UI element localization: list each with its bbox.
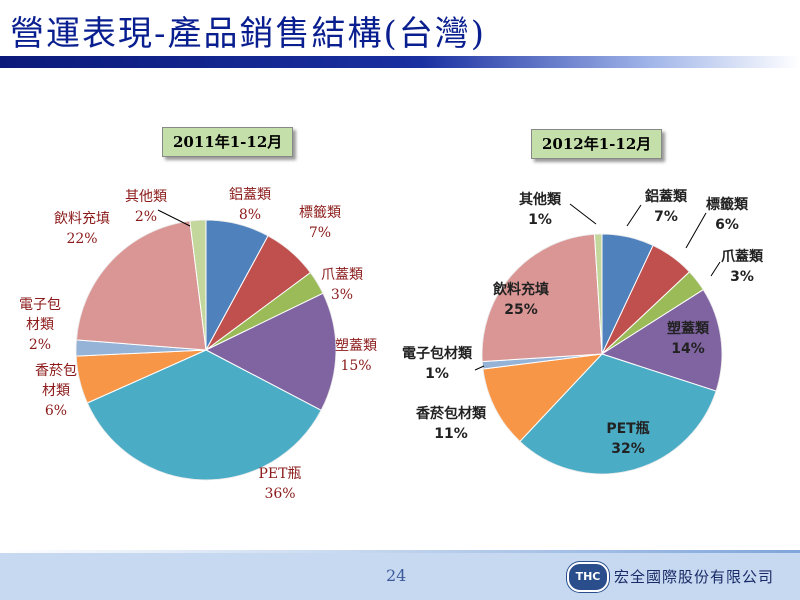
slice-label: 爪蓋類 3% bbox=[321, 267, 363, 303]
chart-title-2012: 2012年1-12月 bbox=[531, 129, 663, 159]
chart-title-2011: 2011年1-12月 bbox=[162, 127, 294, 157]
leader-line bbox=[626, 204, 642, 227]
leader-line bbox=[710, 261, 721, 277]
slice-label: 鋁蓋類 7% bbox=[645, 188, 688, 225]
footer: 24 THC 宏全國際股份有限公司 bbox=[0, 550, 800, 600]
slice-label: 飲料充填 25% bbox=[492, 281, 549, 318]
logo-text: THC bbox=[575, 570, 601, 583]
slice-label: PET瓶 32% bbox=[606, 420, 649, 457]
pie-chart-1: 鋁蓋類 7% 標籤類 6% 爪蓋類 3% 塑蓋類 14% PET瓶 32% 香菸包材類 11% 電子包材… bbox=[402, 188, 764, 475]
leader-line bbox=[474, 365, 485, 371]
pie-chart-0: 鋁蓋類 8% 標籤類 7% 爪蓋類 3% 塑蓋類 15% PET瓶 36% 香菸包材類 6% 電子包材類… bbox=[19, 187, 377, 502]
title-underline bbox=[0, 56, 800, 68]
page-title: 營運表現-產品銷售結構(台灣) bbox=[10, 14, 487, 54]
leader-line bbox=[569, 203, 597, 225]
slice-label: 其他類 2% bbox=[125, 189, 167, 225]
page-number: 24 bbox=[386, 566, 407, 585]
slice-label: 鋁蓋類 8% bbox=[229, 187, 271, 223]
slice-label: 標籤類 7% bbox=[299, 205, 341, 241]
leader-line bbox=[157, 209, 191, 227]
company-name: 宏全國際股份有限公司 bbox=[614, 568, 775, 586]
slice-label: PET瓶 36% bbox=[259, 466, 302, 502]
slice-label: 飲料充填 22% bbox=[54, 211, 110, 247]
slice-label: 香菸包材類 6% bbox=[35, 363, 77, 419]
slice-label: 塑蓋類 15% bbox=[335, 338, 377, 374]
slice-label: 爪蓋類 3% bbox=[721, 248, 764, 285]
company-logo: THC bbox=[567, 562, 609, 592]
slice-label: 電子包材類 2% bbox=[19, 297, 61, 353]
slice-label: 香菸包材類 11% bbox=[415, 405, 487, 442]
slice-label: 其他類 1% bbox=[519, 191, 562, 228]
leader-line bbox=[685, 212, 707, 249]
slice-label: 電子包材類 1% bbox=[402, 345, 473, 382]
slice-label: 標籤類 6% bbox=[706, 196, 749, 233]
slice-label: 塑蓋類 14% bbox=[667, 320, 710, 357]
